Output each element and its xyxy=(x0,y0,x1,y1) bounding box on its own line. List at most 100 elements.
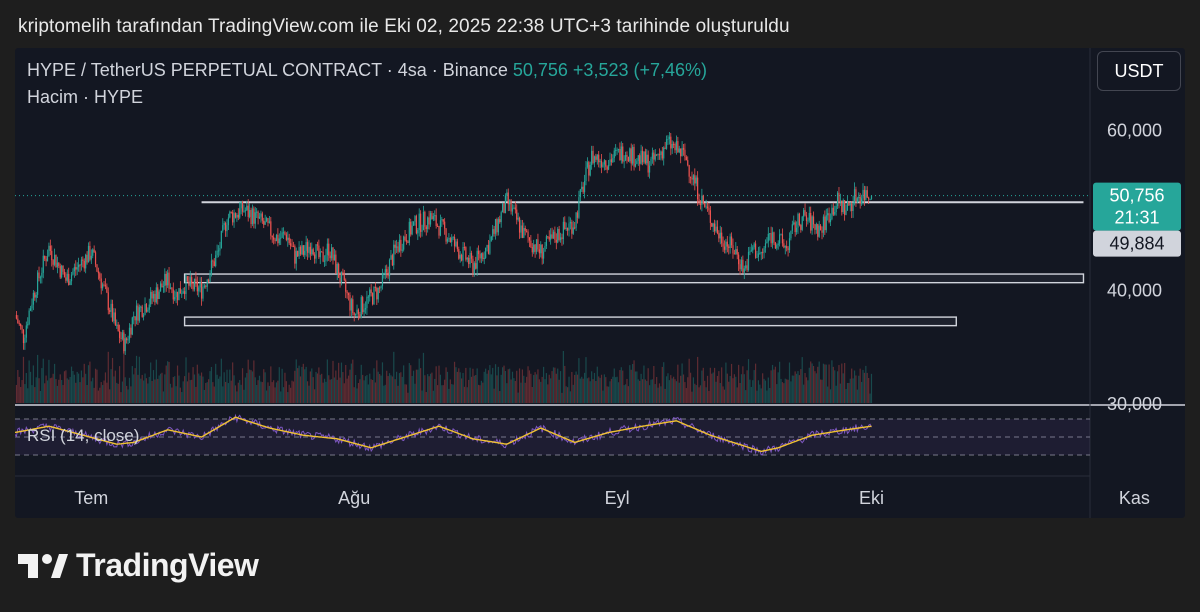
candle-body xyxy=(37,272,39,295)
candle-body xyxy=(764,243,767,248)
candle-body xyxy=(55,254,57,268)
candlestick-series xyxy=(15,132,873,356)
candle-body xyxy=(29,308,32,311)
volume-bar xyxy=(346,378,348,403)
candle-body xyxy=(376,287,378,300)
chart-panel[interactable]: RSI (14, close) 60,000 40,000 30,000 50,756… xyxy=(15,48,1185,518)
volume-bar xyxy=(770,370,772,403)
candle-body xyxy=(216,250,218,256)
candle-body xyxy=(507,192,509,205)
candle-body xyxy=(87,245,90,263)
volume-bar xyxy=(810,361,812,403)
volume-bar xyxy=(144,373,146,403)
symbol-legend[interactable]: HYPE / TetherUS PERPETUAL CONTRACT · 4sa… xyxy=(27,60,707,81)
candle-body xyxy=(836,192,839,207)
volume-bar xyxy=(371,379,374,403)
candle-body xyxy=(735,249,737,254)
candle-body xyxy=(49,245,51,251)
volume-bar xyxy=(509,368,511,403)
volume-bar xyxy=(174,376,176,403)
volume-bar xyxy=(784,378,786,403)
volume-bar xyxy=(733,374,735,403)
candle-body xyxy=(428,217,430,225)
volume-bar xyxy=(109,389,111,403)
candle-body xyxy=(298,246,300,257)
volume-bar xyxy=(675,381,678,403)
volume-bar xyxy=(116,382,118,403)
volume-bar xyxy=(827,386,829,403)
candle-body xyxy=(261,213,263,221)
volume-bar xyxy=(298,365,300,403)
volume-bar xyxy=(85,373,87,403)
candle-body xyxy=(148,304,150,310)
candle-body xyxy=(811,216,813,231)
candle-body xyxy=(425,226,427,230)
volume-legend[interactable]: Hacim · HYPE xyxy=(27,87,144,107)
candle-body xyxy=(239,208,241,218)
candle-body xyxy=(485,247,487,258)
volume-bar xyxy=(232,362,234,403)
candle-body xyxy=(704,203,706,207)
candle-body xyxy=(547,236,549,238)
candle-body xyxy=(849,203,851,206)
last-price-tag xyxy=(1093,182,1181,231)
candle-body xyxy=(817,224,819,237)
volume-bar xyxy=(102,385,104,403)
candle-body xyxy=(571,221,573,234)
volume-bar xyxy=(243,389,245,403)
volume-bar xyxy=(45,375,47,403)
candle-body xyxy=(767,233,769,242)
volume-bar xyxy=(79,382,81,403)
candle-body xyxy=(18,323,20,325)
candle-body xyxy=(870,195,873,199)
volume-bar xyxy=(524,382,526,403)
volume-bar xyxy=(420,368,422,403)
volume-bar xyxy=(117,383,119,403)
candle-body xyxy=(845,210,847,215)
price-chart[interactable]: RSI (14, close) 60,000 40,000 30,000 50,756… xyxy=(15,48,1185,518)
candle-body xyxy=(602,164,604,167)
candle-body xyxy=(99,273,101,279)
volume-bar xyxy=(712,372,714,403)
volume-bar xyxy=(438,365,440,403)
candle-body xyxy=(511,208,514,212)
volume-bar xyxy=(462,372,464,403)
candle-body xyxy=(404,236,406,241)
candle-body xyxy=(708,207,710,211)
candle-body xyxy=(58,262,60,267)
volume-bar xyxy=(697,356,699,403)
volume-bar xyxy=(808,367,810,403)
candle-body xyxy=(51,250,53,261)
volume-bar xyxy=(96,369,98,403)
volume-bar xyxy=(858,375,860,403)
volume-bar xyxy=(379,373,381,403)
candle-body xyxy=(203,285,205,287)
candle-body xyxy=(291,245,293,247)
volume-bar xyxy=(517,392,519,403)
candle-body xyxy=(596,154,598,160)
candle-body xyxy=(257,211,259,219)
volume-bar xyxy=(93,387,95,403)
candle-body xyxy=(619,148,621,161)
candle-body xyxy=(831,207,833,220)
candle-body xyxy=(808,213,810,221)
candle-body xyxy=(756,256,758,258)
candle-body xyxy=(346,291,348,294)
volume-bar xyxy=(511,371,514,403)
candle-body xyxy=(21,326,23,330)
volume-bar xyxy=(343,383,345,403)
candle-body xyxy=(818,225,820,237)
candle-body xyxy=(725,241,727,250)
brand-name: TradingView xyxy=(76,546,259,583)
candle-body xyxy=(411,225,413,235)
candle-body xyxy=(576,212,579,218)
candle-body xyxy=(38,272,40,279)
volume-bar xyxy=(359,379,361,403)
candle-body xyxy=(569,221,572,224)
currency-button[interactable]: USDT xyxy=(1097,51,1181,91)
candle-body xyxy=(264,221,266,225)
volume-bar xyxy=(434,378,436,403)
volume-bar xyxy=(135,355,138,403)
volume-bar xyxy=(175,386,177,403)
volume-bar xyxy=(339,377,341,403)
